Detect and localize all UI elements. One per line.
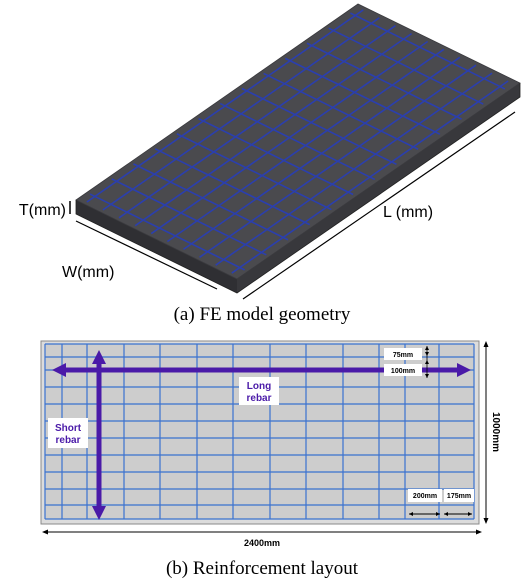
rebar-3d-short <box>198 117 354 196</box>
rebar-mesh-3d <box>86 9 509 274</box>
fe-dimensions <box>69 111 516 300</box>
long-rebar-label-1: Long <box>247 381 271 392</box>
rebar-3d-short <box>133 163 289 241</box>
fe-model-3d <box>75 3 521 294</box>
rebar-3d-long <box>183 56 461 251</box>
rebar-3d-long <box>150 40 429 235</box>
short-rebar-label-1: Short <box>55 423 82 434</box>
dim-horizontal-arrows <box>409 512 472 516</box>
total-length-label: 2400mm <box>244 538 280 548</box>
slab-front-face <box>76 200 237 293</box>
rebar-3d-short <box>154 148 311 226</box>
long-rebar-label-2: rebar <box>246 393 271 404</box>
rebar-3d-short <box>306 42 462 120</box>
dim-100-label: 100mm <box>391 368 415 375</box>
slab-edge-outline <box>75 83 521 294</box>
length-label: L (mm) <box>383 204 433 221</box>
rebar-3d-short <box>176 133 332 211</box>
total-length-dimension <box>42 529 482 535</box>
slab-right-face <box>237 83 520 293</box>
dim-175-box <box>444 489 474 502</box>
short-rebar-label-2: rebar <box>55 435 80 446</box>
rebar-3d-long <box>102 17 380 211</box>
dim-175-label: 175mm <box>447 493 471 500</box>
thickness-label: T(mm) <box>19 202 66 219</box>
rebar-3d-short <box>284 57 441 135</box>
dim-75-label: 75mm <box>393 352 413 359</box>
rebar-3d-short <box>219 102 376 181</box>
width-label: W(mm) <box>62 264 114 281</box>
dim-200-box <box>408 489 442 502</box>
length-dim-line <box>242 111 516 300</box>
dim-vertical-arrows <box>425 346 429 378</box>
rebar-3d-short <box>241 87 397 166</box>
rebar-3d-long <box>118 25 396 219</box>
rebar-3d-long <box>86 9 364 203</box>
total-width-dimension <box>483 341 489 524</box>
dim-75-box <box>384 348 422 360</box>
short-rebar-label-box <box>48 418 88 448</box>
rebar-3d-short <box>350 12 506 90</box>
width-dim-line <box>75 220 218 290</box>
rebar-3d-short <box>111 178 267 256</box>
dim-200-label: 200mm <box>413 493 437 500</box>
rebar-3d-long <box>231 80 509 274</box>
dim-100-box <box>384 364 422 376</box>
long-rebar-label-box <box>239 377 279 405</box>
short-rebar-arrow <box>92 350 106 520</box>
rebar-3d-long <box>215 72 493 266</box>
rebar-3d-short <box>89 193 245 271</box>
rebar-3d-short <box>263 72 419 150</box>
rebar-3d-long <box>199 64 477 258</box>
rebar-3d-long <box>166 48 445 243</box>
caption-a: (a) FE model geometry <box>174 304 351 325</box>
rebar-3d-short <box>328 27 484 105</box>
total-width-label: 1000mm <box>490 412 501 452</box>
caption-b: (b) Reinforcement layout <box>166 558 359 579</box>
rebar-3d-long <box>134 32 412 227</box>
